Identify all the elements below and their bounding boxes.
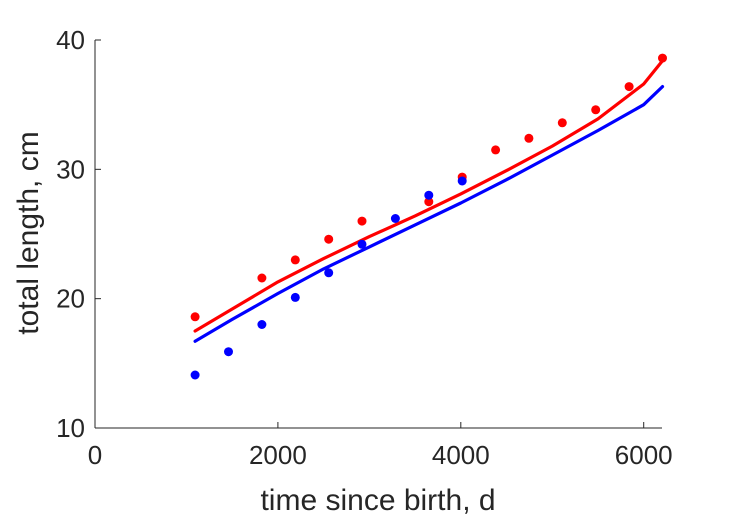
- x-ticks: 0 2000 4000 6000: [88, 422, 673, 470]
- x-axis-label: time since birth, d: [260, 484, 495, 517]
- series-1-point: [190, 312, 200, 322]
- series-1-point: [324, 234, 334, 244]
- series-1-point: [257, 273, 267, 283]
- series-2-point: [457, 176, 467, 186]
- y-tick-label: 20: [56, 284, 85, 314]
- series-layer: [190, 53, 667, 380]
- y-ticks: 10 20 30 40: [56, 25, 101, 443]
- y-tick-label: 40: [56, 25, 85, 55]
- y-tick-label: 30: [56, 154, 85, 184]
- series-1-fit-line: [193, 59, 665, 333]
- plot-area: 10 20 30 40 0 2000 4000 6000: [56, 25, 673, 470]
- y-tick-label: 10: [56, 413, 85, 443]
- x-tick-label: 4000: [432, 440, 490, 470]
- series-1-point: [424, 197, 434, 207]
- series-1-point: [290, 255, 300, 265]
- series-2-point: [290, 292, 300, 302]
- series-2-point: [390, 214, 400, 223]
- series-1-point: [557, 118, 567, 128]
- y-axis-label: total length, cm: [12, 131, 45, 334]
- x-tick-label: 0: [88, 440, 102, 470]
- series-2-point: [324, 268, 334, 278]
- series-2-point: [224, 347, 233, 357]
- series-1-point: [658, 53, 667, 63]
- series-2-point: [257, 320, 267, 329]
- series-1-point: [624, 82, 634, 92]
- series-2-point: [424, 190, 434, 200]
- series-1-point: [591, 105, 601, 115]
- x-tick-label: 6000: [615, 440, 673, 470]
- series-1-point: [524, 133, 534, 143]
- x-tick-label: 2000: [249, 440, 307, 470]
- series-2-point: [190, 370, 200, 380]
- series-1-point: [357, 216, 367, 226]
- series-1-point: [491, 145, 501, 155]
- series-2-point: [357, 239, 367, 249]
- series-2-fit-line: [193, 84, 665, 343]
